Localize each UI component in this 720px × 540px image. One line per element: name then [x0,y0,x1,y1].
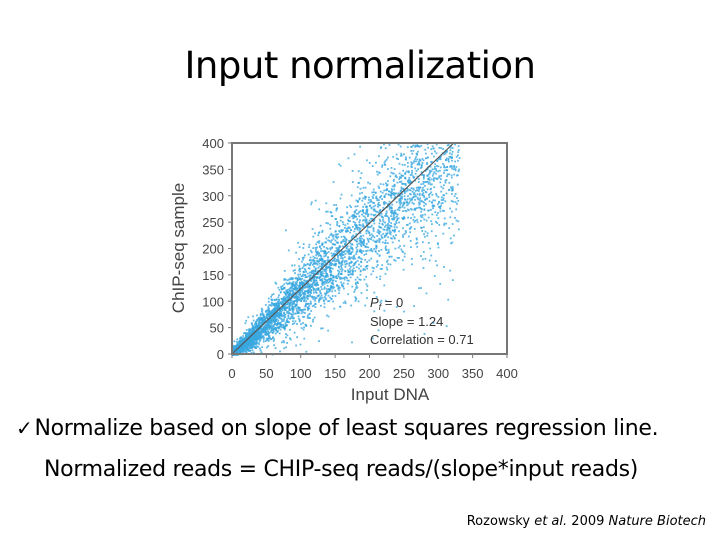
svg-text:400: 400 [202,136,224,151]
svg-text:0: 0 [217,347,224,362]
y-axis-ticks: 0 50 100 150 200 250 300 350 400 [202,136,232,362]
x-axis-ticks: 0 50 100 150 200 250 300 350 400 [228,354,518,381]
svg-text:50: 50 [210,321,224,336]
svg-text:Pf = 0: Pf = 0 [370,295,403,312]
y-axis-label: ChIP-seq sample [169,183,188,313]
bullet-point: ✓Normalize based on slope of least squar… [16,416,659,441]
svg-text:250: 250 [202,215,224,230]
svg-text:400: 400 [496,366,518,381]
x-axis-label: Input DNA [351,385,430,404]
svg-text:Correlation = 0.71: Correlation = 0.71 [370,332,474,347]
svg-text:350: 350 [462,366,484,381]
svg-text:100: 100 [202,294,224,309]
svg-text:Slope = 1.24: Slope = 1.24 [370,314,443,329]
scatter-plot-figure: 0 50 100 150 200 250 300 350 400 0 50 100 150 200 250… [160,130,540,410]
stats-annotation: Pf = 0 Slope = 1.24 Correlation = 0.71 [370,295,474,347]
citation: Rozowsky et al. 2009 Nature Biotech [466,514,706,529]
svg-text:100: 100 [290,366,312,381]
svg-text:150: 150 [324,366,346,381]
svg-text:300: 300 [427,366,449,381]
svg-text:250: 250 [393,366,415,381]
svg-text:200: 200 [202,242,224,257]
normalization-formula: Normalized reads = CHIP-seq reads/(slope… [44,457,639,482]
check-mark-icon: ✓ [16,416,33,440]
svg-text:150: 150 [202,268,224,283]
svg-text:350: 350 [202,162,224,177]
slide-title: Input normalization [184,44,536,87]
regression-line [231,142,455,355]
scatter-plot: 0 50 100 150 200 250 300 350 400 0 50 100 150 200 250… [169,136,518,404]
svg-text:200: 200 [359,366,381,381]
svg-text:0: 0 [228,366,235,381]
svg-text:300: 300 [202,189,224,204]
svg-text:50: 50 [259,366,273,381]
bullet-text: Normalize based on slope of least square… [34,416,659,441]
